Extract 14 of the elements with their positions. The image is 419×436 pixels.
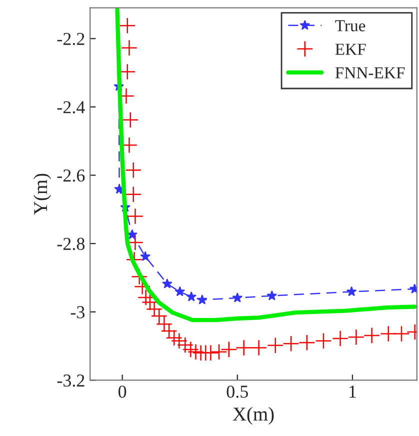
y-tick-label: -2.6 [57,170,85,182]
y-tick-label: -2.4 [57,101,85,114]
y-tick-label: -2.2 [57,32,84,46]
legend-label: True [335,20,366,32]
legend-label: FNN-EKF [335,67,405,78]
x-tick-label: 1 [350,386,356,398]
x-tick-label: 0.5 [226,386,248,398]
x-axis-title: X(m) [232,406,274,425]
y-tick-label: -3.2 [57,374,84,387]
y-tick-label: -2.8 [57,238,85,250]
y-tick-label: -3 [70,306,85,318]
legend-label: EKF [335,44,366,55]
x-tick-label: 0 [118,386,126,398]
y-axis-title: Y(m) [33,174,52,215]
